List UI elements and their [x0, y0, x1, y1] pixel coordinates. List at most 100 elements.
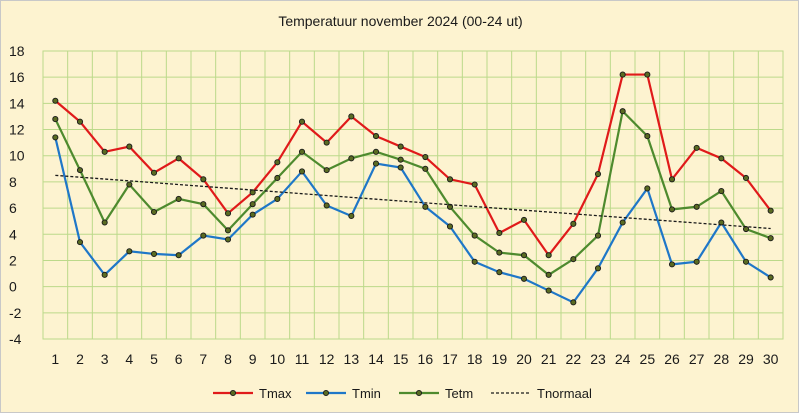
data-point-tmin: [274, 195, 281, 202]
legend-label-tetm: Tetm: [445, 386, 473, 401]
data-point-tmin: [249, 211, 256, 218]
data-point-tmin: [200, 232, 207, 239]
data-point-tmax: [224, 210, 232, 217]
data-point-tmax: [668, 176, 676, 183]
x-tick-label: 30: [763, 351, 779, 367]
series-line-tnormaal: [55, 174, 771, 230]
legend: Tmax Tmin Tetm Tnormaal: [213, 386, 592, 401]
data-point-tetm: [668, 206, 676, 213]
data-point-tetm: [126, 181, 133, 188]
x-tick-label: 5: [150, 351, 158, 367]
series-line-tmin: [54, 137, 772, 304]
data-point-tmax: [101, 148, 108, 155]
y-tick-label: 6: [9, 200, 17, 216]
data-point-tmin: [496, 269, 503, 276]
data-point-tetm: [693, 203, 700, 210]
y-tick-label: 16: [9, 69, 25, 85]
x-tick-label: 10: [270, 351, 286, 367]
x-tick-label: 23: [590, 351, 606, 367]
x-tick-label: 18: [467, 351, 483, 367]
data-point-tetm: [224, 227, 232, 234]
data-point-tmax: [323, 139, 330, 146]
x-tick-label: 26: [664, 351, 680, 367]
data-point-tmax: [372, 133, 380, 140]
data-point-tmin: [76, 239, 84, 246]
data-point-tmin: [224, 236, 232, 243]
data-point-tmin: [446, 223, 454, 230]
x-tick-label: 19: [492, 351, 508, 367]
series-line-tetm: [54, 108, 772, 277]
data-point-tmax: [298, 118, 306, 125]
data-point-tetm: [520, 252, 528, 259]
x-tick-label: 28: [714, 351, 730, 367]
data-point-tetm: [200, 201, 207, 208]
data-point-tmin: [372, 160, 380, 167]
data-point-tmax: [471, 181, 478, 188]
x-tick-label: 13: [344, 351, 360, 367]
x-tick-label: 14: [368, 351, 384, 367]
y-tick-label: 4: [9, 226, 17, 242]
data-point-tmax: [718, 155, 725, 162]
series-line-tmax: [54, 73, 772, 258]
data-point-tetm: [323, 167, 330, 174]
data-point-tmin: [422, 203, 429, 210]
data-point-tmax: [150, 169, 158, 176]
x-tick-label: 8: [224, 351, 232, 367]
data-point-tmax: [76, 118, 84, 125]
data-point-tmin: [520, 275, 528, 282]
data-point-tmin: [348, 212, 355, 219]
data-point-tmin: [471, 258, 478, 265]
data-point-tetm: [422, 165, 429, 172]
data-point-tmax: [200, 176, 207, 183]
data-point-tetm: [76, 167, 84, 174]
data-point-tetm: [767, 235, 774, 242]
y-tick-label: 2: [9, 252, 17, 268]
data-point-tmax: [175, 155, 182, 162]
data-point-tmax: [594, 171, 602, 178]
data-point-tmin: [668, 261, 676, 268]
data-point-tmin: [644, 185, 651, 192]
data-point-tetm: [274, 174, 281, 182]
legend-marker-tmin: [322, 389, 330, 397]
series-lines: [52, 71, 774, 306]
legend-label-tmax: Tmax: [259, 386, 292, 401]
data-point-tmax: [644, 71, 651, 78]
data-point-tmax: [422, 153, 429, 161]
data-point-tetm: [619, 108, 626, 115]
data-point-tmin: [570, 299, 577, 306]
data-point-tetm: [644, 133, 651, 140]
x-tick-label: 15: [393, 351, 409, 367]
x-tick-label: 22: [566, 351, 582, 367]
data-point-tetm: [496, 249, 503, 256]
y-tick-label: 14: [9, 95, 25, 111]
data-point-tmin: [101, 271, 108, 278]
y-tick-label: 18: [9, 43, 25, 59]
data-point-tmax: [570, 220, 577, 227]
x-tick-label: 24: [615, 351, 631, 367]
data-point-tetm: [471, 232, 478, 239]
legend-label-tmin: Tmin: [352, 386, 381, 401]
data-point-tmin: [298, 168, 306, 175]
x-tick-label: 21: [541, 351, 557, 367]
x-tick-label: 7: [199, 351, 207, 367]
data-point-tmin: [175, 252, 182, 259]
data-point-tmax: [496, 229, 503, 237]
data-point-tetm: [175, 195, 182, 202]
grid-lines: [42, 50, 784, 340]
x-tick-label: 1: [51, 351, 59, 367]
data-point-tetm: [52, 116, 59, 123]
data-point-tmin: [693, 258, 700, 265]
data-point-tetm: [718, 188, 725, 195]
data-point-tmin: [545, 287, 552, 294]
data-point-tmin: [52, 134, 59, 141]
data-point-tmin: [397, 164, 404, 171]
x-tick-label: 11: [295, 351, 310, 367]
data-point-tetm: [594, 232, 602, 239]
data-point-tmax: [693, 144, 700, 151]
data-point-tetm: [545, 271, 552, 278]
y-tick-label: 12: [9, 122, 25, 138]
y-tick-label: 10: [9, 148, 25, 164]
